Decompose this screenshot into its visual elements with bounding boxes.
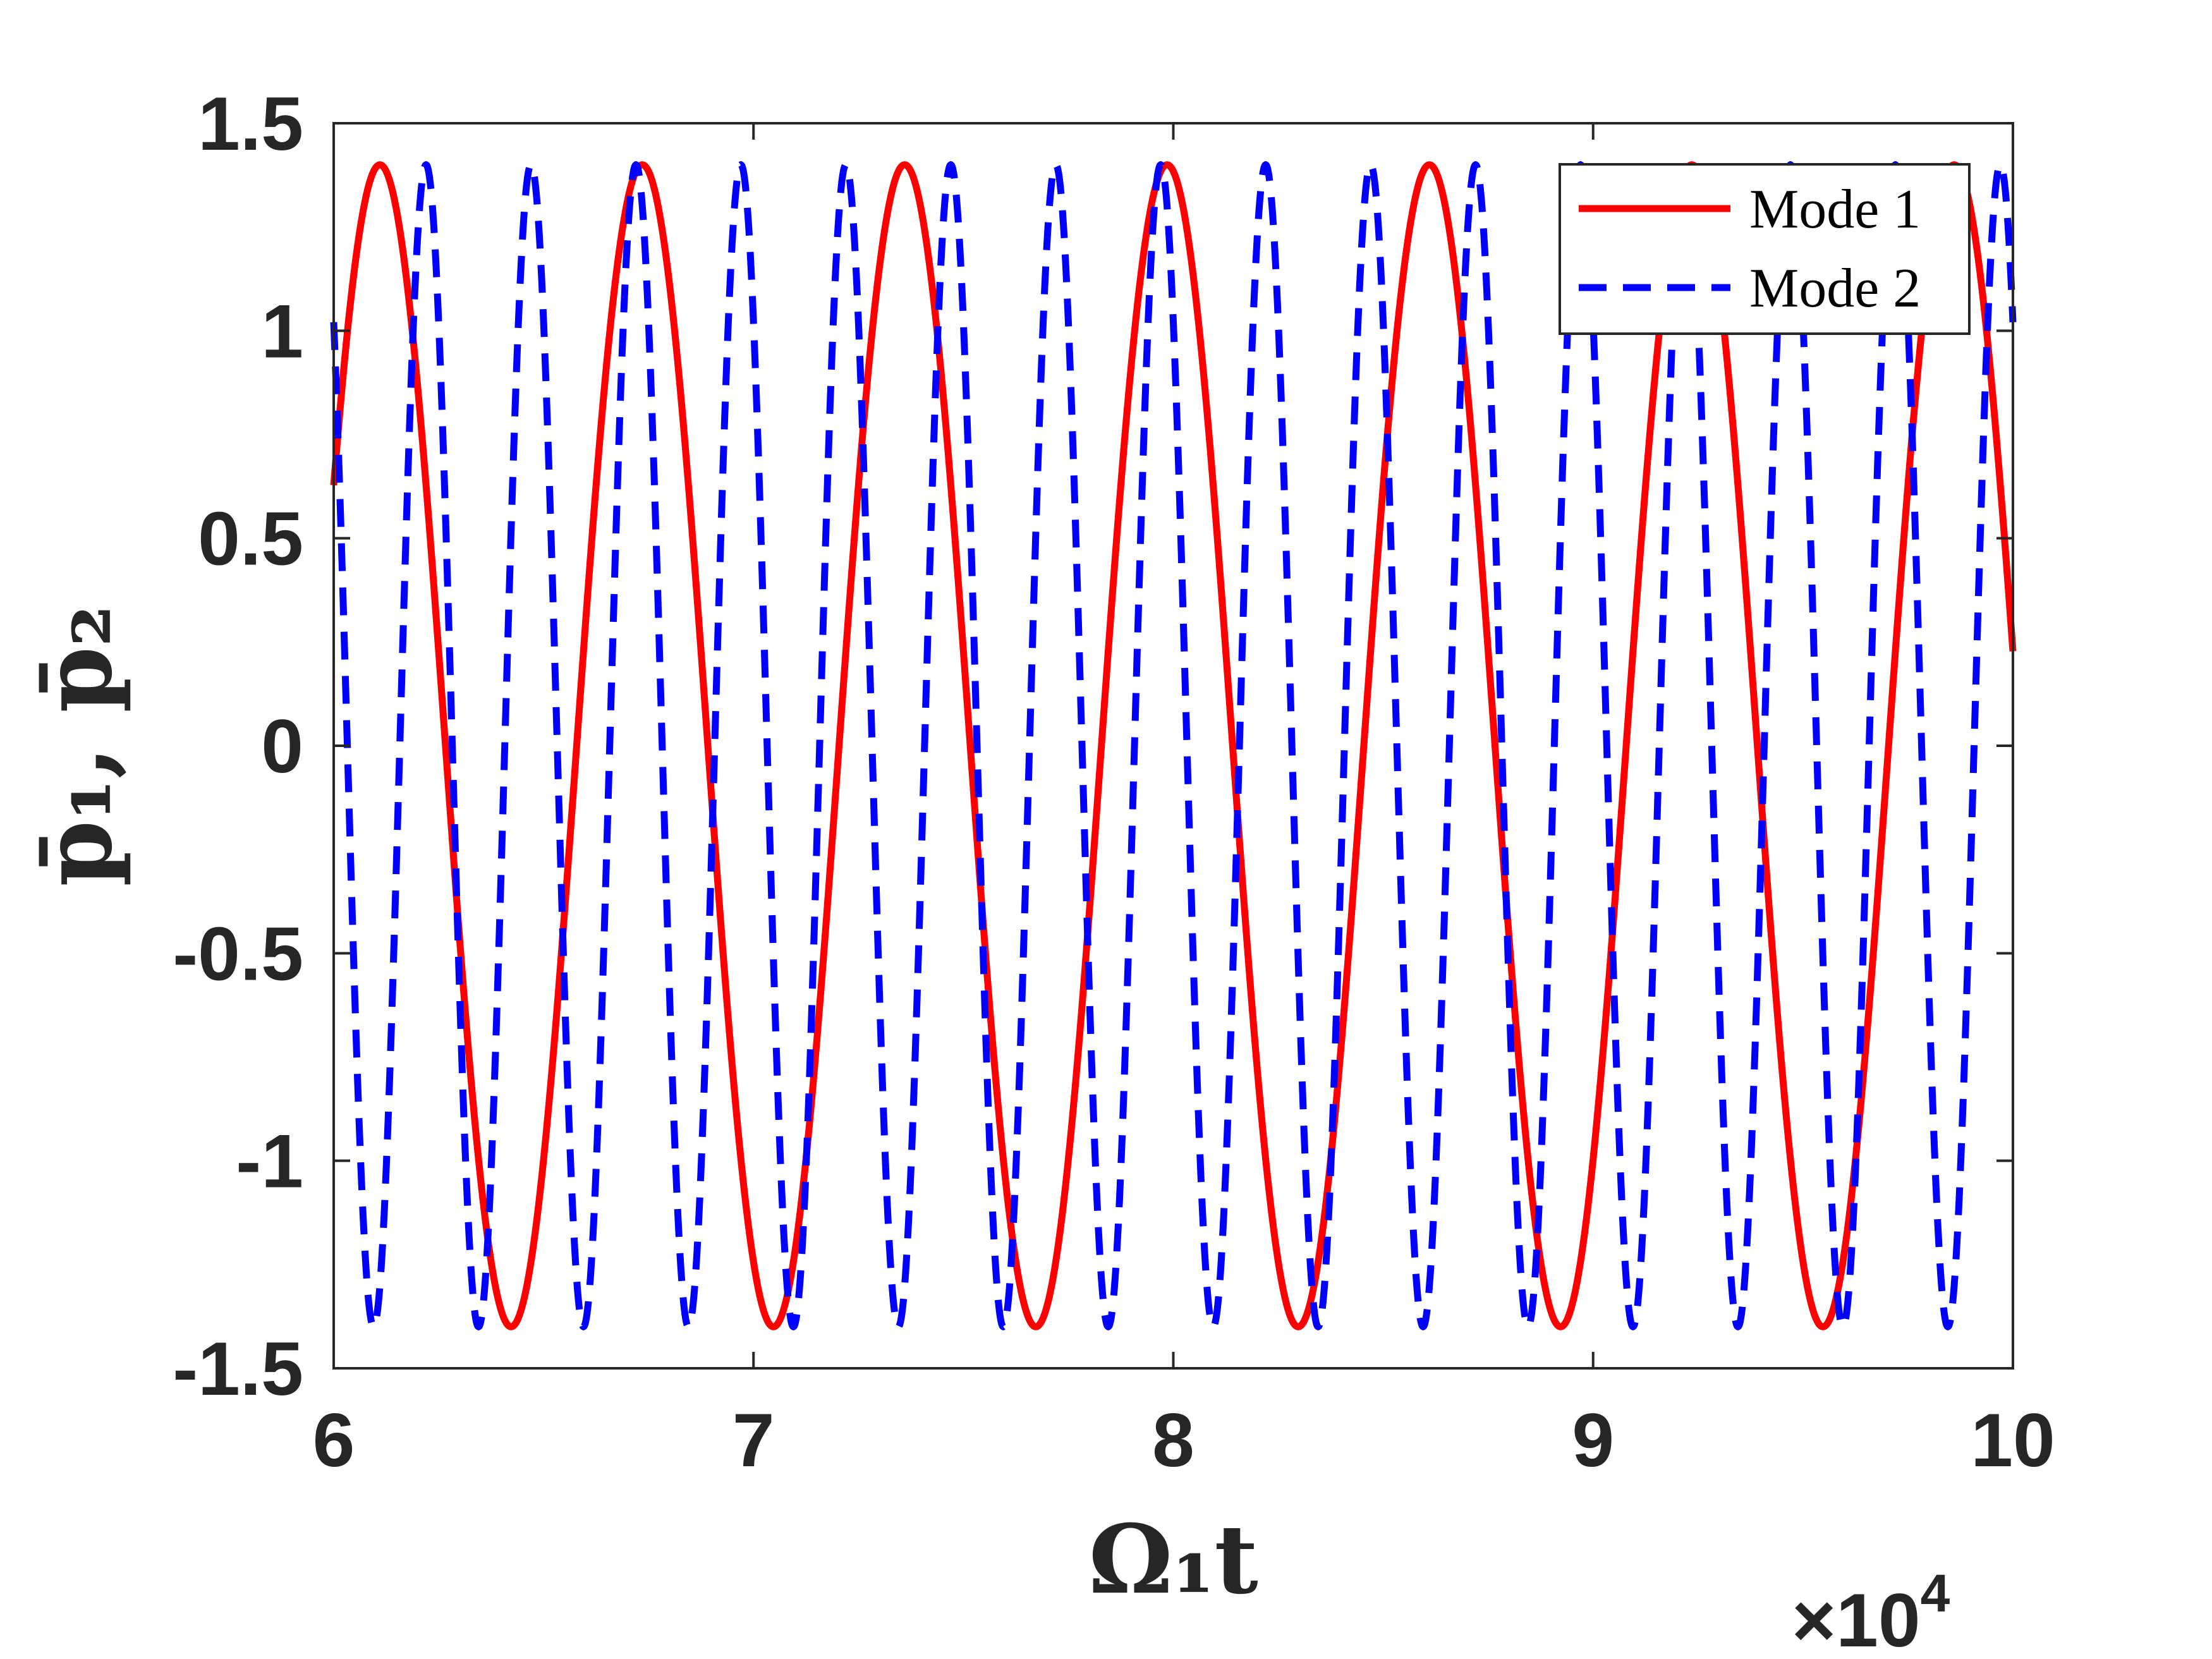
series-layer xyxy=(330,161,2017,1330)
legend-label-mode-2: Mode 2 xyxy=(1749,258,1921,319)
y-tick-label: -1.5 xyxy=(173,1327,303,1411)
legend-box xyxy=(1559,163,1971,335)
series-line-mode-1 xyxy=(330,161,2017,1330)
y-tick-label: 1 xyxy=(261,289,303,374)
x-tick-label: 8 xyxy=(1152,1398,1194,1483)
x-axis-exponent-base: ×10 xyxy=(1792,1578,1921,1659)
ticks-layer xyxy=(332,122,2014,1370)
x-tick-label: 6 xyxy=(313,1398,355,1483)
x-tick-label: 7 xyxy=(732,1398,775,1483)
legend-label-mode-1: Mode 1 xyxy=(1749,179,1921,240)
x-axis-exponent-power: 4 xyxy=(1921,1564,1950,1623)
y-tick-label: -0.5 xyxy=(173,911,303,996)
tick-labels: 6 7 8 9 10 -1.5 -1 -0.5 0 0.5 1 1.5 xyxy=(173,82,2055,1483)
y-axis-label: p̄₁, p̄₂ xyxy=(22,605,133,887)
x-axis-exponent: ×104 xyxy=(1792,1564,1950,1659)
y-tick-label: 0.5 xyxy=(198,497,303,581)
x-tick-label: 9 xyxy=(1572,1398,1614,1483)
x-axis-label: Ω₁t xyxy=(1088,1504,1258,1615)
y-tick-label: 0 xyxy=(261,704,303,789)
series-line-mode-2 xyxy=(330,161,2017,1330)
legend: Mode 1 Mode 2 xyxy=(1559,163,1971,335)
y-tick-label: 1.5 xyxy=(198,82,303,166)
x-tick-label: 10 xyxy=(1971,1398,2055,1483)
y-tick-label: -1 xyxy=(236,1119,303,1204)
